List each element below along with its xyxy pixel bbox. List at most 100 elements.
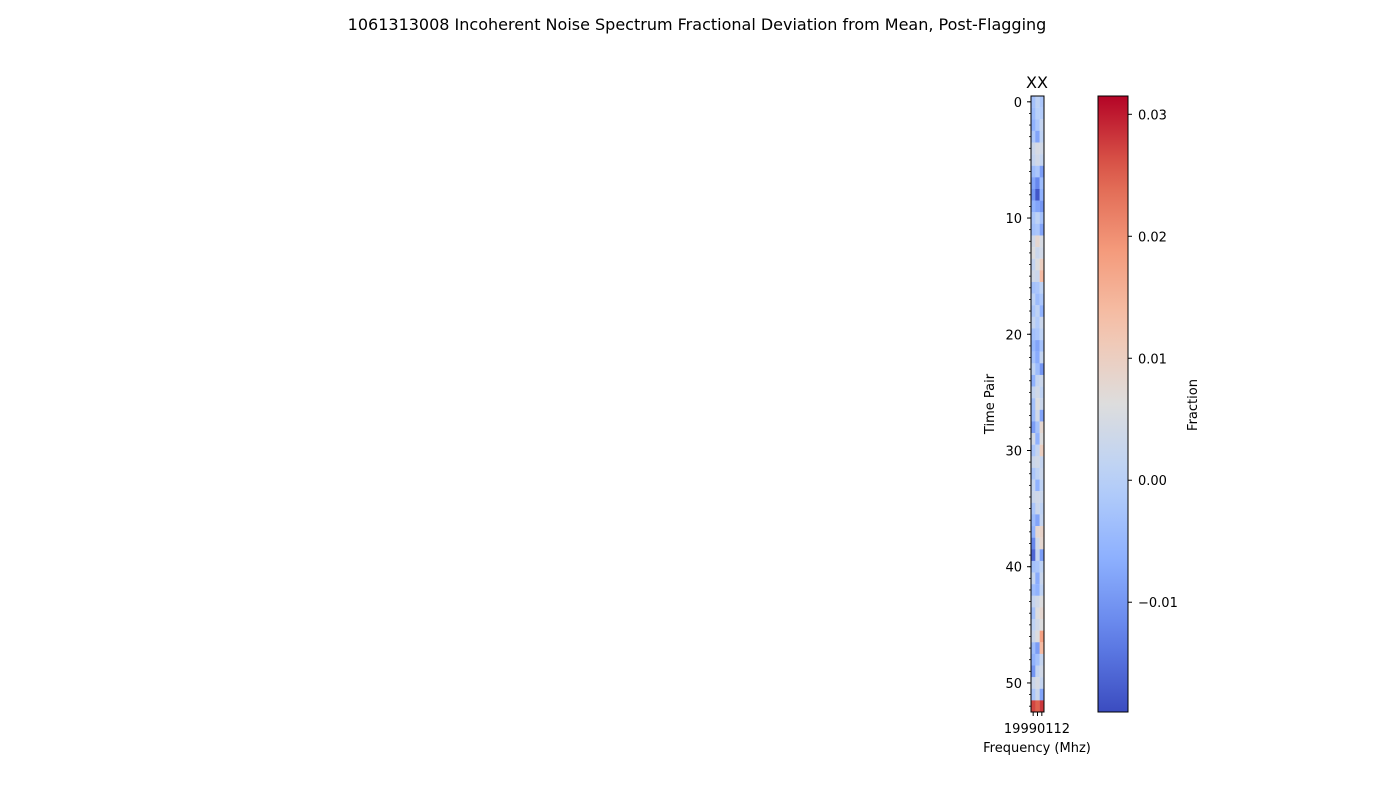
heatmap-cell [1031, 316, 1036, 329]
heatmap-cell [1039, 560, 1045, 573]
heatmap-cell [1039, 328, 1045, 341]
x-axis-label: Frequency (Mhz) [983, 741, 1091, 756]
y-tick-label: 40 [1005, 561, 1022, 576]
heatmap-cell [1031, 258, 1036, 271]
heatmap-cell [1035, 223, 1040, 236]
y-axis: 0 10 20 30 40 50 [1005, 96, 1031, 707]
heatmap-cell [1039, 235, 1045, 248]
heatmap-cell [1035, 409, 1040, 422]
heatmap-cell [1039, 374, 1045, 387]
heatmap-cell [1039, 305, 1045, 317]
heatmap-cell [1035, 188, 1040, 201]
heatmap-cell [1031, 374, 1036, 387]
heatmap-cell [1035, 165, 1040, 178]
heatmap-cell [1035, 328, 1040, 341]
heatmap-cell [1035, 340, 1040, 352]
heatmap-cell [1031, 200, 1036, 213]
heatmap-cell [1035, 398, 1040, 410]
heatmap-cell [1035, 642, 1040, 655]
heatmap-cell [1039, 96, 1045, 108]
heatmap-cell [1039, 398, 1045, 410]
heatmap-cells [1031, 96, 1045, 713]
heatmap-cell [1035, 386, 1040, 399]
heatmap-cell [1039, 281, 1045, 294]
heatmap-cell [1035, 200, 1040, 213]
heatmap-cell [1035, 107, 1040, 120]
heatmap-cell [1031, 642, 1036, 655]
heatmap-cell [1035, 177, 1040, 190]
heatmap-cell [1039, 607, 1045, 620]
heatmap-cell [1035, 700, 1040, 713]
heatmap-cell [1031, 595, 1036, 608]
heatmap-cell [1031, 607, 1036, 620]
heatmap-cell [1031, 584, 1036, 596]
heatmap-cell [1035, 665, 1040, 678]
heatmap-cell [1031, 433, 1036, 445]
heatmap-cell [1031, 665, 1036, 678]
heatmap-cell [1035, 653, 1040, 666]
heatmap-cell [1039, 479, 1045, 492]
heatmap-cell [1035, 526, 1040, 538]
colorbar-tick-label: 0.02 [1138, 230, 1167, 245]
heatmap-cell [1035, 467, 1040, 480]
heatmap-cell [1039, 444, 1045, 457]
heatmap-cell [1035, 479, 1040, 492]
y-tick-label: 20 [1005, 328, 1022, 343]
heatmap-cell [1035, 688, 1040, 701]
heatmap-cell [1031, 677, 1036, 689]
heatmap-cell [1035, 305, 1040, 317]
heatmap-cell [1039, 386, 1045, 399]
heatmap-cell [1035, 456, 1040, 469]
heatmap-cell [1035, 421, 1040, 434]
heatmap-cell [1039, 619, 1045, 631]
heatmap-cell [1039, 340, 1045, 352]
heatmap-cell [1039, 177, 1045, 190]
heatmap-cell [1035, 119, 1040, 132]
heatmap-cell [1031, 700, 1036, 713]
heatmap-cell [1035, 677, 1040, 689]
heatmap-cell [1031, 479, 1036, 492]
x-tick-labels: 19990112 [1004, 722, 1070, 737]
colorbar-tick-label: 0.03 [1138, 108, 1167, 123]
heatmap-cell [1039, 549, 1045, 562]
heatmap-cell [1031, 223, 1036, 236]
heatmap-cell [1031, 630, 1036, 643]
heatmap-cell [1035, 316, 1040, 329]
heatmap-cell [1039, 200, 1045, 213]
heatmap-cell [1031, 130, 1036, 143]
heatmap-cell [1039, 247, 1045, 259]
heatmap-cell [1031, 363, 1036, 376]
heatmap-cell [1039, 119, 1045, 132]
heatmap-cell [1039, 165, 1045, 178]
heatmap-cell [1035, 607, 1040, 620]
heatmap-cell [1035, 374, 1040, 387]
heatmap-cell [1031, 456, 1036, 469]
heatmap-cell [1035, 281, 1040, 294]
heatmap-cell [1039, 491, 1045, 503]
y-tick-label: 10 [1005, 212, 1022, 227]
heatmap-cell [1039, 537, 1045, 550]
heatmap-cell [1031, 514, 1036, 527]
heatmap-cell [1031, 247, 1036, 259]
heatmap-cell [1039, 409, 1045, 422]
heatmap-cell [1031, 165, 1036, 178]
heatmap-cell [1031, 351, 1036, 364]
heatmap-cell [1031, 421, 1036, 434]
heatmap-cell [1039, 363, 1045, 376]
heatmap-cell [1031, 467, 1036, 480]
heatmap-cell [1035, 130, 1040, 143]
colorbar-axis: 0.03 0.02 0.01 0.00 −0.01 [1128, 108, 1178, 611]
heatmap-cell [1031, 340, 1036, 352]
y-tick-label: 0 [1014, 96, 1022, 111]
colorbar [1097, 95, 1129, 713]
heatmap-cell [1031, 572, 1036, 585]
heatmap-cell [1039, 514, 1045, 527]
heatmap-cell [1035, 630, 1040, 643]
heatmap-cell [1031, 386, 1036, 399]
heatmap-cell [1031, 212, 1036, 224]
heatmap-cell [1031, 107, 1036, 120]
colorbar-tick-label: 0.01 [1138, 352, 1167, 367]
heatmap-cell [1031, 177, 1036, 190]
heatmap-cell [1031, 305, 1036, 317]
y-axis-label: Time Pair [983, 373, 998, 435]
